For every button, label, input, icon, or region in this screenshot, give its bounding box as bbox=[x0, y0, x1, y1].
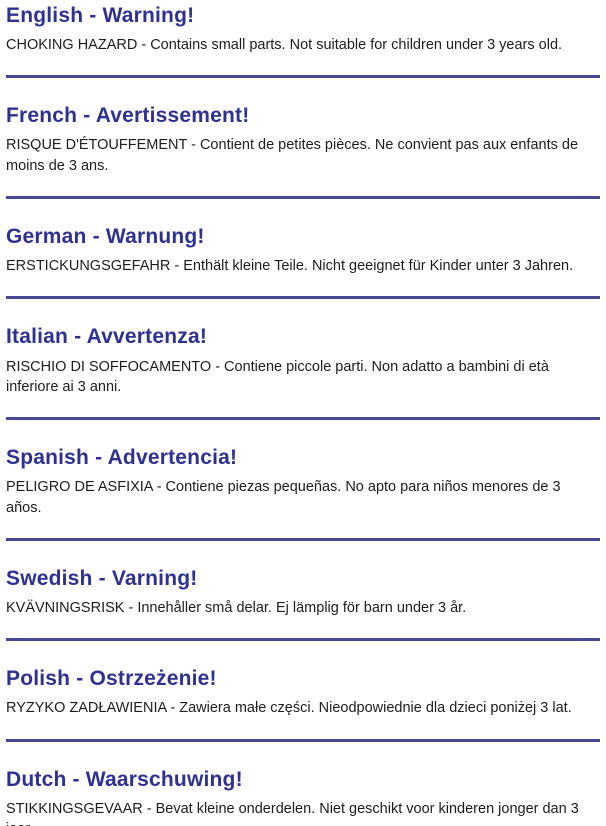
warning-section-english: English - Warning! CHOKING HAZARD - Cont… bbox=[6, 4, 600, 79]
warning-heading-polish: Polish - Ostrzeżenie! bbox=[6, 667, 217, 691]
warning-heading-swedish: Swedish - Varning! bbox=[6, 566, 198, 590]
warning-body-swedish: KVÄVNINGSRISK - Innehåller små delar. Ej… bbox=[6, 599, 467, 616]
warning-body-english: CHOKING HAZARD - Contains small parts. N… bbox=[6, 37, 563, 54]
warning-section-swedish: Swedish - Varning! KVÄVNINGSRISK - Inneh… bbox=[6, 541, 600, 642]
warning-body-french: RISQUE D'ÉTOUFFEMENT - Contient de petit… bbox=[6, 137, 579, 174]
warning-section-spanish: Spanish - Advertencia! PELIGRO DE ASFIXI… bbox=[6, 420, 600, 541]
warning-heading-french: French - Avertissement! bbox=[6, 104, 250, 128]
warning-section-polish: Polish - Ostrzeżenie! RYZYKO ZADŁAWIENIA… bbox=[6, 641, 600, 742]
warning-body-dutch: STIKKINGSGEVAAR - Bevat kleine onderdele… bbox=[6, 800, 579, 826]
warning-section-dutch: Dutch - Waarschuwing! STIKKINGSGEVAAR - … bbox=[6, 742, 600, 826]
warning-heading-english: English - Warning! bbox=[6, 4, 195, 27]
warning-heading-spanish: Spanish - Advertencia! bbox=[6, 446, 238, 470]
warning-section-italian: Italian - Avvertenza! RISCHIO DI SOFFOCA… bbox=[6, 299, 600, 421]
warning-heading-dutch: Dutch - Waarschuwing! bbox=[6, 767, 243, 791]
warning-body-spanish: PELIGRO DE ASFIXIA - Contiene piezas peq… bbox=[6, 479, 561, 516]
warning-section-german: German - Warnung! ERSTICKUNGSGEFAHR - En… bbox=[6, 199, 600, 300]
warning-section-french: French - Avertissement! RISQUE D'ÉTOUFFE… bbox=[6, 78, 600, 200]
warning-heading-italian: Italian - Avvertenza! bbox=[6, 325, 208, 349]
warning-body-polish: RYZYKO ZADŁAWIENIA - Zawiera małe części… bbox=[6, 700, 572, 717]
warning-heading-german: German - Warnung! bbox=[6, 225, 205, 249]
warning-body-italian: RISCHIO DI SOFFOCAMENTO - Contiene picco… bbox=[6, 358, 549, 395]
warning-body-german: ERSTICKUNGSGEFAHR - Enthält kleine Teile… bbox=[6, 258, 574, 275]
